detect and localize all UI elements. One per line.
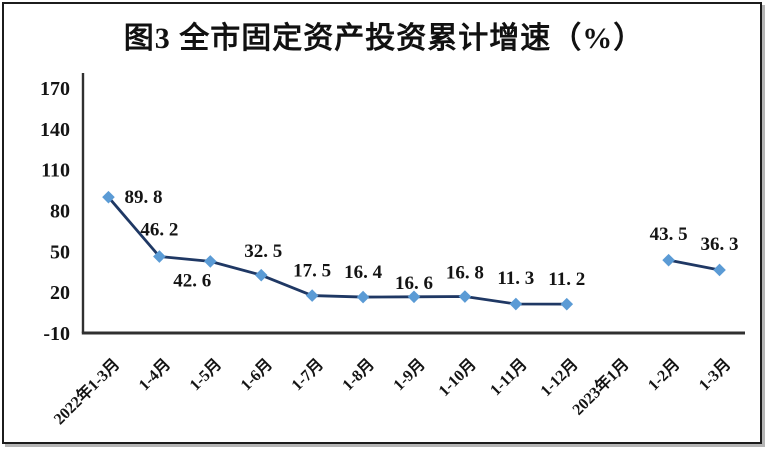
data-point-marker (204, 255, 217, 268)
data-point-label: 43. 5 (650, 224, 688, 245)
series-line-segment (667, 258, 721, 272)
x-axis-label: 1-7月 (288, 355, 327, 394)
x-axis-label: 1-12月 (537, 355, 582, 400)
y-tick-label: 20 (50, 282, 70, 304)
x-axis-label: 2022年1-3月 (50, 354, 124, 428)
data-point-label: 17. 5 (293, 261, 331, 282)
data-point-label: 32. 5 (244, 241, 282, 262)
data-point-marker (407, 290, 421, 304)
x-axis-label: 1-8月 (339, 355, 378, 394)
x-axis-label: 1-5月 (186, 355, 225, 394)
data-point-label: 11. 3 (497, 268, 534, 289)
data-point-label: 16. 6 (395, 273, 433, 294)
data-point-marker (254, 268, 268, 282)
x-axis-label: 1-11月 (487, 355, 531, 399)
data-point-label: 89. 8 (124, 187, 162, 208)
data-point-label: 16. 4 (344, 262, 383, 283)
y-tick-label: 110 (41, 160, 70, 182)
y-tick-label: 170 (40, 78, 70, 100)
data-point-label: 11. 2 (548, 269, 585, 290)
data-point-marker (305, 289, 319, 302)
data-point-marker (560, 297, 574, 311)
data-point-marker (153, 250, 166, 263)
data-point-marker (509, 297, 523, 311)
x-axis-label: 1-3月 (695, 355, 734, 394)
data-point-label: 42. 6 (173, 270, 211, 291)
x-axis-label: 1-4月 (135, 355, 174, 394)
series-line-segment (107, 195, 569, 306)
data-point-label: 16. 8 (446, 263, 484, 284)
data-point-marker (662, 253, 675, 267)
data-point-label: 46. 2 (140, 220, 178, 241)
y-tick-label: -10 (43, 323, 70, 345)
data-point-marker (102, 190, 115, 204)
data-point-label: 36. 3 (701, 234, 739, 255)
data-point-marker (458, 290, 472, 303)
y-tick-label: 50 (50, 241, 70, 263)
figure-border (2, 2, 762, 444)
x-axis-label: 1-2月 (644, 355, 683, 394)
data-point-marker (356, 290, 370, 304)
data-point-marker (713, 263, 726, 277)
y-tick-label: 80 (50, 201, 70, 223)
x-axis-label: 1-6月 (237, 355, 276, 394)
x-axis-label: 1-9月 (390, 355, 429, 394)
chart-title: 图3 全市固定资产投资累计增速（%） (123, 22, 645, 55)
y-tick-label: 140 (40, 119, 70, 141)
x-axis-label: 1-10月 (435, 355, 480, 400)
